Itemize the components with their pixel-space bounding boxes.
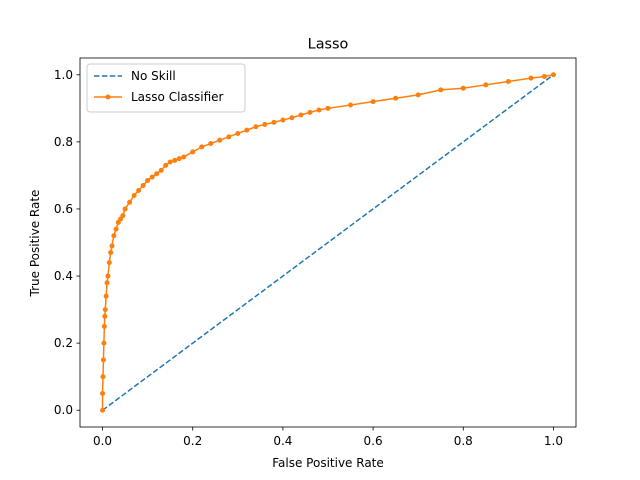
data-point (271, 119, 277, 125)
data-point (127, 199, 133, 205)
y-tick-label: 0.6 (54, 202, 73, 216)
data-point (102, 307, 108, 313)
data-point (122, 206, 128, 212)
data-point (167, 159, 173, 165)
series-layer (100, 72, 556, 413)
data-point (438, 87, 444, 93)
data-point (102, 313, 108, 319)
data-point (253, 124, 259, 130)
data-point (348, 102, 354, 108)
legend-lasso-marker (105, 94, 111, 100)
axes-layer: 0.0 0.2 0.4 0.6 0.8 1.0 0.0 0.2 0.4 0.6 0.8 1.0 (54, 57, 577, 448)
y-tick-label: 0.4 (54, 269, 73, 283)
data-point (109, 243, 115, 249)
data-point (235, 130, 241, 136)
legend-box (86, 63, 246, 113)
data-point (106, 260, 112, 266)
legend-lasso-label: Lasso Classifier (131, 90, 224, 104)
data-point (100, 407, 106, 413)
data-point (541, 73, 547, 79)
plot-area: 0.0 0.2 0.4 0.6 0.8 1.0 0.0 0.2 0.4 0.6 0.8 1.0 (54, 57, 577, 448)
data-point (262, 121, 268, 127)
chart-title: Lasso (308, 37, 349, 53)
data-point (105, 273, 111, 279)
y-tick-label: 1.0 (54, 68, 73, 82)
data-point (226, 134, 232, 140)
data-point (103, 293, 109, 299)
data-point (113, 226, 119, 232)
data-point (199, 144, 205, 150)
data-point (460, 85, 466, 91)
data-point (108, 250, 114, 256)
data-point (415, 92, 421, 98)
axes-frame (79, 57, 577, 428)
y-tick-label: 0.8 (54, 135, 73, 149)
data-point (111, 233, 117, 239)
data-point (136, 188, 142, 194)
data-point (100, 374, 106, 380)
data-point (280, 117, 286, 123)
x-tick-label: 0.6 (364, 434, 383, 448)
data-point (370, 99, 376, 105)
data-point (120, 213, 126, 219)
legend-no-skill-label: No Skill (131, 69, 176, 83)
data-point (217, 137, 223, 143)
data-point (131, 193, 137, 199)
data-point (505, 78, 511, 84)
data-point (316, 107, 322, 113)
data-point (393, 95, 399, 101)
data-point (325, 105, 331, 111)
y-tick-label: 0.0 (54, 403, 73, 417)
x-tick-label: 0.0 (93, 434, 112, 448)
data-point (172, 157, 178, 163)
y-tick-label: 0.2 (54, 336, 73, 350)
data-point (176, 156, 182, 162)
data-point (181, 154, 187, 160)
data-point (190, 149, 196, 155)
data-point (244, 127, 250, 133)
data-point (550, 72, 556, 78)
legend: No Skill Lasso Classifier (86, 63, 246, 113)
x-tick-label: 1.0 (544, 434, 563, 448)
data-point (289, 115, 295, 121)
data-point (307, 109, 313, 115)
data-point (158, 167, 164, 173)
data-point (154, 171, 160, 177)
data-point (100, 390, 106, 396)
data-point (104, 280, 110, 286)
data-point (101, 340, 107, 346)
data-point (298, 112, 304, 118)
data-point (100, 357, 106, 363)
data-point (145, 177, 151, 183)
x-tick-label: 0.4 (273, 434, 292, 448)
x-tick-label: 0.2 (183, 434, 202, 448)
data-point (149, 174, 155, 180)
data-point (140, 182, 146, 188)
data-point (528, 75, 534, 81)
data-point (483, 82, 489, 88)
data-point (208, 141, 214, 147)
data-point (101, 323, 107, 329)
y-axis-label: True Positive Rate (28, 190, 42, 298)
x-axis-label: False Positive Rate (272, 456, 384, 470)
series-line-0 (102, 74, 554, 411)
data-point (163, 162, 169, 168)
x-tick-label: 0.8 (454, 434, 473, 448)
